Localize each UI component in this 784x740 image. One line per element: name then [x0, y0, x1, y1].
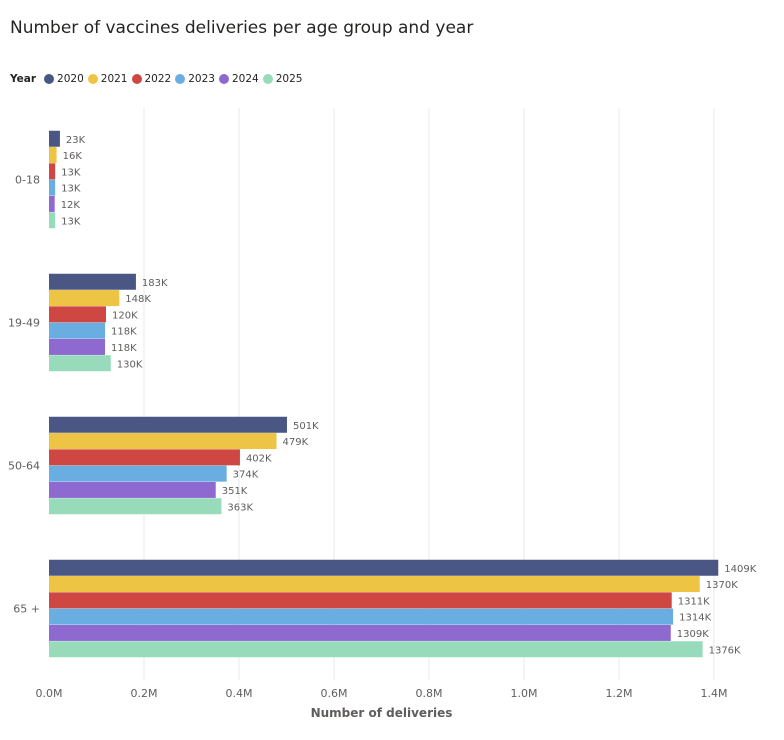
legend-label-2021: 2021	[100, 73, 128, 85]
legend-title: Year	[10, 73, 37, 85]
bar-2021-65+	[49, 576, 700, 593]
data-label: 23K	[66, 135, 86, 146]
bar-2023-0-18	[49, 179, 56, 196]
legend: Year 2020 2021 2022 2023 2024 2025	[10, 72, 306, 86]
bar-2022-65+	[49, 592, 672, 609]
data-label: 148K	[125, 294, 151, 305]
data-label: 402K	[246, 453, 272, 464]
legend-swatch-2025	[262, 74, 273, 84]
data-label: 183K	[142, 278, 168, 289]
data-label: 1376K	[709, 645, 741, 656]
data-label: 363K	[227, 502, 253, 513]
data-label: 374K	[233, 470, 259, 481]
legend-swatch-2024	[218, 74, 229, 84]
x-tick-label: 0.8M	[416, 687, 443, 700]
bar-2024-0-18	[49, 195, 55, 212]
data-label: 501K	[293, 421, 319, 432]
legend-label-2025: 2025	[275, 73, 303, 85]
bar-2025-19-49	[49, 355, 111, 372]
x-tick-label: 1.0M	[511, 687, 538, 700]
x-tick-label: 0.0M	[36, 687, 63, 700]
bar-2020-65+	[49, 559, 719, 576]
y-category-label: 65 +	[13, 603, 40, 616]
data-label: 120K	[112, 310, 138, 321]
legend-label-2022: 2022	[144, 73, 172, 85]
data-label: 351K	[222, 486, 248, 497]
data-label: 12K	[61, 200, 81, 211]
legend-label-2020: 2020	[57, 73, 84, 85]
bar-2024-50-64	[49, 481, 216, 498]
legend-swatch-2020	[44, 74, 55, 84]
x-tick-label: 1.2M	[606, 687, 633, 700]
data-label: 1409K	[724, 564, 756, 575]
legend-item-2025[interactable]: 2025	[262, 73, 303, 85]
legend-item-2022[interactable]: 2022	[131, 73, 172, 85]
bar-2022-19-49	[49, 306, 106, 323]
bar-2021-50-64	[49, 433, 277, 450]
bar-2021-19-49	[49, 290, 120, 307]
data-label: 118K	[111, 343, 137, 354]
legend-item-2023[interactable]: 2023	[175, 73, 215, 85]
x-tick-label: 0.4M	[226, 687, 253, 700]
bar-2023-50-64	[49, 465, 227, 482]
bar-2025-65+	[49, 641, 703, 658]
legend-items: 2020 2021 2022 2023 2024 2025	[44, 73, 306, 85]
x-tick-label: 1.4M	[701, 687, 728, 700]
legend-item-2020[interactable]: 2020	[44, 73, 84, 85]
chart-title: Number of vaccines deliveries per age gr…	[10, 18, 474, 38]
bar-2024-65+	[49, 624, 671, 641]
bar-2022-0-18	[49, 163, 56, 180]
legend-swatch-2022	[131, 74, 142, 84]
data-label: 13K	[61, 184, 81, 195]
legend-label-2023: 2023	[188, 73, 215, 85]
legend-label-2024: 2024	[231, 73, 259, 85]
legend-item-2021[interactable]: 2021	[87, 73, 128, 85]
bar-2020-0-18	[49, 130, 60, 147]
data-label: 1314K	[679, 613, 711, 624]
data-label: 13K	[61, 167, 81, 178]
bar-2020-19-49	[49, 273, 136, 290]
data-label: 118K	[111, 327, 137, 338]
legend-item-2024[interactable]: 2024	[218, 73, 259, 85]
bar-2023-19-49	[49, 322, 106, 339]
bar-2025-50-64	[49, 498, 222, 515]
bar-2023-65+	[49, 608, 674, 625]
data-label: 130K	[117, 359, 143, 370]
bar-2022-50-64	[49, 449, 240, 466]
x-tick-label: 0.2M	[131, 687, 158, 700]
x-tick-label: 0.6M	[321, 687, 348, 700]
bar-2021-0-18	[49, 147, 57, 164]
bar-2020-50-64	[49, 416, 287, 433]
bar-2024-19-49	[49, 338, 106, 355]
data-label: 479K	[283, 437, 309, 448]
bar-2025-0-18	[49, 212, 56, 229]
data-label: 13K	[61, 216, 81, 227]
x-axis-title: Number of deliveries	[311, 706, 453, 720]
data-label: 1309K	[677, 629, 709, 640]
legend-swatch-2023	[175, 74, 186, 84]
data-label: 1311K	[678, 596, 710, 607]
data-label: 16K	[63, 151, 83, 162]
y-category-label: 19-49	[8, 317, 40, 330]
y-category-label: 50-64	[8, 460, 40, 473]
y-category-label: 0-18	[15, 174, 40, 187]
data-label: 1370K	[706, 580, 738, 591]
legend-swatch-2021	[87, 74, 98, 84]
